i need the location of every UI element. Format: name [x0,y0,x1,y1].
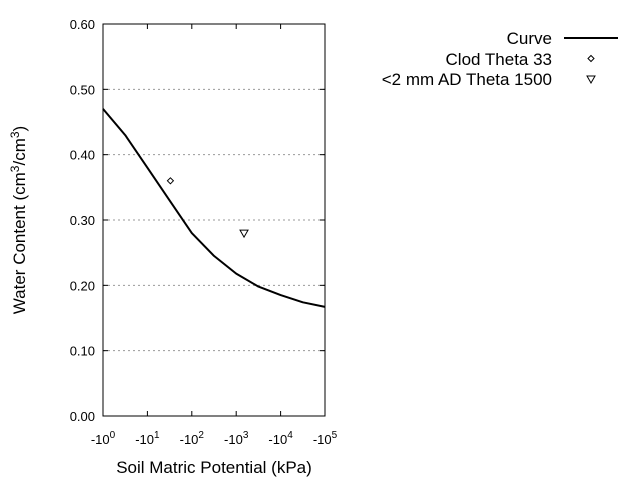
x-axis-label: Soil Matric Potential (kPa) [116,458,312,477]
y-tick-label: 0.60 [70,17,95,32]
y-tick-label: 0.20 [70,278,95,293]
y-tick-label: 0.50 [70,82,95,97]
x-axis: -100 -101 -102 -103 -104 -105 [91,24,338,447]
x-tick-label: -103 [224,430,249,447]
y-tick-label: 0.10 [70,344,95,359]
legend-diamond-marker [587,54,595,63]
legend-label-curve: Curve [507,29,552,48]
x-tick-label: -101 [135,430,160,447]
clod-theta-33-point [166,177,175,185]
ad-theta-1500-point [239,229,249,239]
x-tick-label: -104 [268,430,293,447]
x-tick-label: -102 [180,430,205,447]
y-tick-label: 0.40 [70,148,95,163]
legend-label-clod: Clod Theta 33 [446,50,552,69]
legend-label-ad: <2 mm AD Theta 1500 [382,70,552,89]
legend-triangle-marker [586,75,596,85]
grid [103,88,325,352]
y-tick-label: 0.00 [70,409,95,424]
y-axis: 0.00 0.10 0.20 0.30 0.40 0.50 0.60 [70,17,325,424]
x-tick-label: -100 [91,430,116,447]
series-layer [102,108,326,308]
y-tick-label: 0.30 [70,213,95,228]
curve-line [102,108,326,308]
legend: Curve Clod Theta 33 <2 mm AD Theta 1500 [382,29,618,89]
x-tick-label: -105 [313,430,338,447]
y-axis-label: Water Content (cm3/cm3) [8,126,29,314]
